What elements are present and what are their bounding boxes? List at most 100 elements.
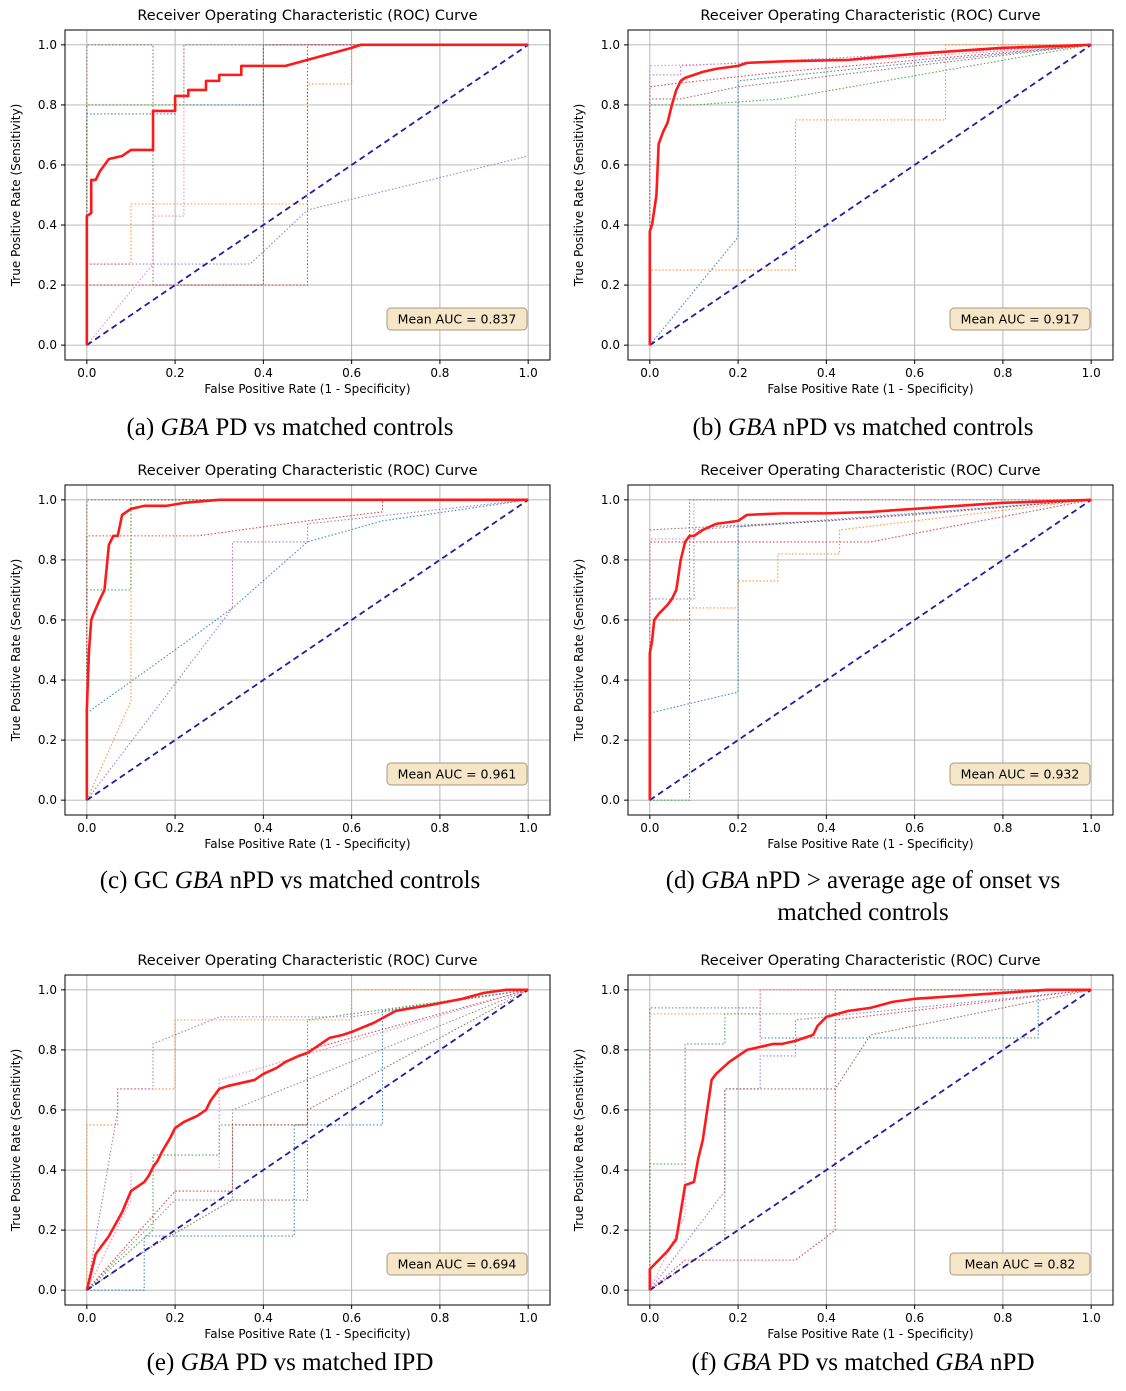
- caption-e: (e) GBA PD vs matched IPD: [30, 1347, 550, 1379]
- fold-roc-curve: [649, 499, 1092, 801]
- y-axis-label: True Positive Rate (Sensitivity): [572, 1049, 586, 1233]
- chance-diagonal-line: [649, 44, 1092, 346]
- caption-c-label: (c): [99, 867, 128, 894]
- fold-roc-curve: [649, 499, 1092, 801]
- fold-roc-curve: [86, 989, 529, 1291]
- y-tick-label: 0.4: [38, 1163, 57, 1177]
- fold-roc-curve: [649, 499, 1092, 714]
- fold-roc-curve: [649, 499, 1092, 801]
- x-axis-label: False Positive Rate (1 - Specificity): [204, 1327, 410, 1341]
- fold-roc-curve: [86, 989, 529, 1291]
- auc-annotation-text: Mean AUC = 0.837: [398, 312, 517, 327]
- auc-annotation-text: Mean AUC = 0.932: [961, 767, 1080, 782]
- roc-panel-c: Receiver Operating Characteristic (ROC) …: [0, 455, 563, 905]
- caption-f-text: PD vs matched: [771, 1349, 936, 1376]
- x-tick-label: 0.2: [729, 821, 748, 835]
- fold-roc-curve: [649, 499, 1092, 801]
- y-tick-label: 0.0: [601, 793, 620, 807]
- y-tick-label: 0.8: [601, 1043, 620, 1057]
- auc-annotation-text: Mean AUC = 0.961: [398, 767, 517, 782]
- x-tick-label: 0.8: [993, 1311, 1012, 1325]
- roc-chart-d: Receiver Operating Characteristic (ROC) …: [572, 463, 1114, 851]
- chart-title: Receiver Operating Characteristic (ROC) …: [137, 463, 477, 479]
- x-tick-label: 0.2: [166, 1311, 185, 1325]
- roc-panel-e: Receiver Operating Characteristic (ROC) …: [0, 945, 563, 1391]
- y-tick-label: 1.0: [601, 983, 620, 997]
- y-tick-label: 0.4: [38, 673, 57, 687]
- auc-annotation-text: Mean AUC = 0.694: [398, 1257, 517, 1272]
- y-tick-label: 0.4: [38, 218, 57, 232]
- caption-a-label: (a): [126, 414, 155, 441]
- y-tick-label: 0.2: [38, 278, 57, 292]
- chart-title: Receiver Operating Characteristic (ROC) …: [137, 8, 477, 24]
- x-tick-label: 0.6: [342, 1311, 361, 1325]
- y-tick-label: 1.0: [601, 493, 620, 507]
- y-tick-label: 0.2: [601, 1223, 620, 1237]
- y-axis-label: True Positive Rate (Sensitivity): [572, 104, 586, 288]
- x-tick-label: 0.4: [817, 1311, 836, 1325]
- y-tick-label: 0.2: [38, 1223, 57, 1237]
- auc-annotation-box: [386, 762, 528, 786]
- fold-roc-curve: [86, 44, 529, 346]
- caption-e-label: (e): [146, 1349, 175, 1376]
- roc-chart-e: Receiver Operating Characteristic (ROC) …: [9, 953, 551, 1341]
- fold-roc-curve: [649, 44, 1092, 346]
- fold-roc-curve: [649, 44, 1092, 346]
- x-tick-label: 0.8: [430, 366, 449, 380]
- caption-c-prefix: GC: [133, 867, 175, 894]
- roc-chart-c: Receiver Operating Characteristic (ROC) …: [9, 463, 551, 851]
- y-tick-label: 0.6: [38, 158, 57, 172]
- y-tick-label: 0.0: [38, 793, 57, 807]
- fold-roc-curve: [86, 44, 529, 346]
- x-tick-label: 0.0: [77, 366, 96, 380]
- caption-d: (d) GBA nPD > average age of onset vs ma…: [593, 865, 1126, 929]
- caption-a-text: PD vs matched controls: [209, 414, 454, 441]
- y-tick-label: 0.6: [38, 1103, 57, 1117]
- caption-b: (b) GBA nPD vs matched controls: [593, 412, 1126, 444]
- y-axis-label: True Positive Rate (Sensitivity): [9, 104, 23, 288]
- fold-roc-curve: [649, 499, 1092, 531]
- y-tick-label: 0.6: [38, 613, 57, 627]
- x-tick-label: 0.0: [640, 366, 659, 380]
- y-tick-label: 1.0: [38, 493, 57, 507]
- y-tick-label: 0.8: [38, 1043, 57, 1057]
- roc-panel-f: Receiver Operating Characteristic (ROC) …: [563, 945, 1126, 1391]
- roc-panel-a: Receiver Operating Characteristic (ROC) …: [0, 0, 563, 450]
- caption-b-text: nPD vs matched controls: [776, 414, 1034, 441]
- x-tick-label: 0.8: [430, 821, 449, 835]
- y-tick-label: 0.6: [601, 1103, 620, 1117]
- roc-chart-a: Receiver Operating Characteristic (ROC) …: [9, 8, 551, 396]
- fold-roc-curve: [86, 989, 529, 1291]
- chance-diagonal-line: [86, 44, 529, 346]
- chance-diagonal-line: [86, 989, 529, 1291]
- auc-annotation-box: [949, 1252, 1091, 1276]
- y-tick-label: 1.0: [601, 38, 620, 52]
- roc-chart-f: Receiver Operating Characteristic (ROC) …: [572, 953, 1114, 1341]
- auc-annotation-box: [949, 307, 1091, 331]
- plot-frame: [627, 29, 1114, 361]
- caption-d-gene: GBA: [701, 867, 750, 894]
- fold-roc-curve: [649, 989, 1092, 1291]
- x-tick-label: 0.8: [430, 1311, 449, 1325]
- fold-roc-curve: [86, 989, 529, 1291]
- fold-roc-curve: [649, 44, 1092, 346]
- chance-diagonal-line: [649, 499, 1092, 801]
- y-tick-label: 0.8: [38, 553, 57, 567]
- x-tick-label: 0.4: [254, 366, 273, 380]
- x-tick-label: 0.2: [729, 1311, 748, 1325]
- fold-roc-curve: [86, 989, 529, 1291]
- x-tick-label: 0.6: [905, 1311, 924, 1325]
- x-tick-label: 1.0: [1082, 1311, 1101, 1325]
- y-tick-label: 0.0: [38, 338, 57, 352]
- x-tick-label: 0.4: [817, 366, 836, 380]
- y-tick-label: 0.4: [601, 1163, 620, 1177]
- x-tick-label: 0.2: [166, 821, 185, 835]
- caption-d-label: (d): [665, 867, 695, 894]
- chance-diagonal-line: [649, 989, 1092, 1291]
- roc-panel-b: Receiver Operating Characteristic (ROC) …: [563, 0, 1126, 450]
- caption-c: (c) GC GBA nPD vs matched controls: [30, 865, 550, 897]
- chart-title: Receiver Operating Characteristic (ROC) …: [700, 463, 1040, 479]
- mean-roc-curve: [85, 498, 529, 801]
- auc-annotation-text: Mean AUC = 0.82: [965, 1257, 1076, 1272]
- y-axis-label: True Positive Rate (Sensitivity): [572, 559, 586, 743]
